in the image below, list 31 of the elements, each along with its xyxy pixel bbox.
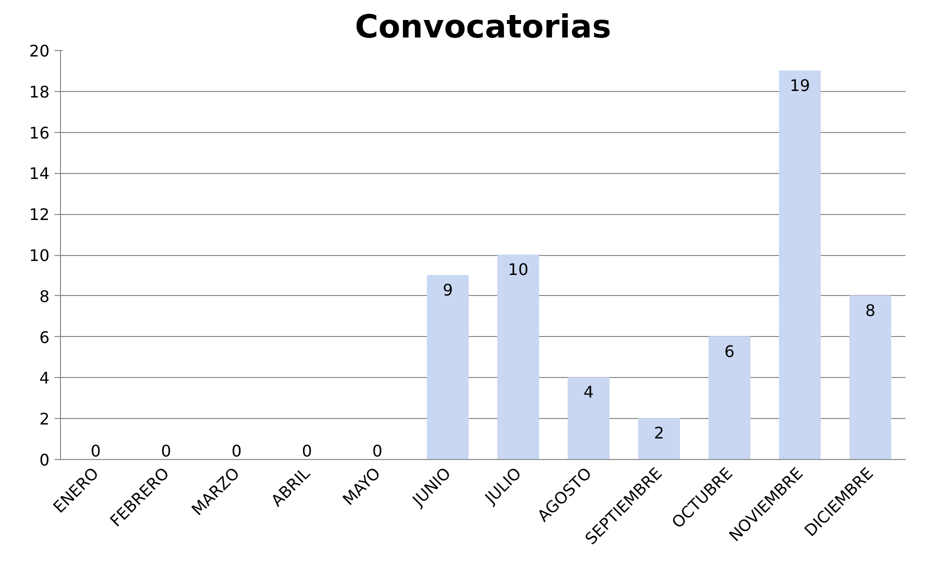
y-tick-label: 0 [39, 450, 50, 470]
y-tick-label: 12 [29, 205, 50, 224]
data-label: 0 [372, 442, 382, 460]
data-label: 4 [584, 382, 594, 402]
bar [849, 295, 892, 460]
data-label: 19 [790, 76, 810, 95]
data-label: 6 [724, 342, 735, 361]
data-label: 0 [161, 442, 172, 460]
data-label: 2 [654, 424, 664, 443]
y-tick-label: 10 [29, 246, 50, 265]
data-label: 9 [442, 280, 453, 300]
bar [778, 70, 821, 460]
y-tick-label: 18 [29, 82, 50, 102]
data-label: 8 [865, 300, 876, 320]
y-tick-label: 14 [29, 164, 50, 184]
bar [638, 418, 680, 460]
data-label: 0 [231, 442, 242, 460]
y-tick-label: 20 [29, 42, 50, 60]
bar [426, 274, 469, 460]
y-tick-label: 4 [39, 368, 50, 388]
bar [708, 336, 750, 460]
y-tick-label: 6 [39, 328, 50, 347]
y-tick-label: 16 [29, 123, 50, 142]
bar [568, 377, 610, 460]
y-tick-label: 2 [39, 410, 50, 429]
data-label: 0 [90, 442, 101, 460]
chart-title: Convocatorias [354, 8, 612, 46]
data-label: 0 [302, 442, 312, 460]
bar [497, 254, 540, 460]
y-tick-label: 8 [39, 286, 50, 306]
data-label: 10 [508, 260, 528, 279]
